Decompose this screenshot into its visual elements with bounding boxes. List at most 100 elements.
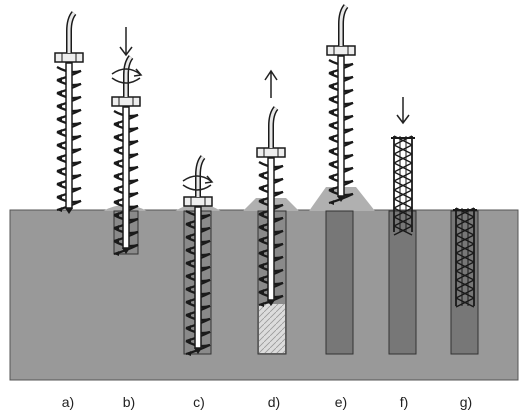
auger-flight-tip [114, 251, 119, 256]
cage-link [393, 189, 413, 200]
cage-link [455, 297, 475, 308]
auger-flight-tip [259, 172, 264, 177]
cage-link [393, 207, 413, 218]
auger-flight-tip [186, 351, 191, 356]
auger-flight-tip [114, 147, 119, 152]
auger-cable [269, 107, 278, 148]
cage-link [393, 216, 413, 227]
auger-flight-tip [57, 194, 62, 199]
auger-flight-tip [57, 168, 62, 173]
auger-shaft [194, 206, 202, 349]
concrete-column-e [325, 210, 354, 355]
auger-tip [194, 348, 202, 354]
auger-flight-tip [329, 135, 334, 140]
auger-flight-tip [114, 121, 119, 126]
auger-flight-tip [186, 286, 191, 291]
auger-flight-tip [186, 221, 191, 226]
auger-flight-tip [57, 90, 62, 95]
auger-rig-a [54, 11, 84, 214]
auger-flight-tip [329, 109, 334, 114]
auger-flight-tip [186, 247, 191, 252]
stage-label-d: d) [267, 394, 281, 410]
auger-tip [267, 300, 275, 306]
cage-link [455, 270, 475, 281]
auger-rig-d [256, 106, 286, 307]
auger-cap [326, 45, 356, 56]
auger-flight-tip [329, 70, 334, 75]
auger-flight-tip [114, 186, 119, 191]
auger-flight-tip [186, 234, 191, 239]
auger-tip [65, 208, 73, 214]
auger-flight-tip [329, 96, 334, 101]
concrete-column-d [259, 304, 285, 353]
cage-link [455, 243, 475, 254]
auger-cap [183, 196, 213, 207]
cage-link [455, 252, 475, 263]
auger-flight-tip [329, 174, 334, 179]
stage-label-b: b) [122, 394, 136, 410]
cage-link [455, 225, 475, 236]
auger-rig-c [183, 155, 213, 356]
concrete-column-f [388, 210, 417, 355]
auger-flight-tip [57, 129, 62, 134]
auger-flight-tip [57, 116, 62, 121]
auger-flight-tip [329, 83, 334, 88]
auger-shaft [122, 106, 130, 249]
auger-flight-tip [57, 142, 62, 147]
auger-flight-tip [259, 250, 264, 255]
auger-flight-tip [114, 225, 119, 230]
up-arrow-icon [264, 69, 278, 98]
cage-link [455, 261, 475, 272]
auger-flight-tip [114, 134, 119, 139]
auger-flight-tip [114, 199, 119, 204]
auger-flight-tip [259, 237, 264, 242]
auger-flight-tip [57, 155, 62, 160]
auger-shaft [267, 157, 275, 301]
auger-rig-e [326, 4, 356, 205]
auger-cap [111, 96, 141, 107]
auger-flight-tip [259, 211, 264, 216]
auger-rig-b [111, 55, 141, 256]
auger-flight-tip [114, 160, 119, 165]
auger-flight-tip [259, 185, 264, 190]
auger-cable [339, 5, 348, 46]
cage-link [393, 198, 413, 209]
auger-cable [124, 56, 133, 97]
stage-label-f: f) [399, 394, 409, 410]
auger-flight-tip [57, 103, 62, 108]
cage-link [393, 144, 413, 155]
auger-flight-tip [57, 77, 62, 82]
auger-flight-tip [186, 338, 191, 343]
auger-flight-tip [57, 181, 62, 186]
auger-cable [196, 156, 205, 197]
auger-flight-tip [329, 200, 334, 205]
auger-tip [337, 196, 345, 202]
reinforcement-cage-f [391, 135, 415, 236]
auger-cable [67, 12, 76, 53]
rotation-arrow-icon [111, 68, 143, 84]
auger-flight-tip [329, 187, 334, 192]
auger-tip [122, 248, 130, 254]
auger-flight-tip [57, 207, 62, 212]
rotation-arrow-icon [182, 175, 214, 191]
down-arrow-icon [119, 27, 133, 57]
auger-cap [256, 147, 286, 158]
reinforcement-cage-g [453, 207, 477, 308]
auger-flight-tip [186, 312, 191, 317]
cage-link [393, 225, 413, 236]
auger-flight-tip [329, 122, 334, 127]
cage-link [455, 288, 475, 299]
auger-flight-tip [114, 238, 119, 243]
cage-link [455, 234, 475, 245]
auger-flight-tip [259, 302, 264, 307]
auger-flight-tip [186, 260, 191, 265]
cage-link [393, 162, 413, 173]
auger-flight-tip [259, 263, 264, 268]
stage-label-c: c) [193, 394, 205, 410]
auger-cap [54, 52, 84, 63]
auger-flight-tip [259, 224, 264, 229]
stage-label-g: g) [459, 394, 473, 410]
auger-flight-tip [259, 276, 264, 281]
cage-link [393, 171, 413, 182]
